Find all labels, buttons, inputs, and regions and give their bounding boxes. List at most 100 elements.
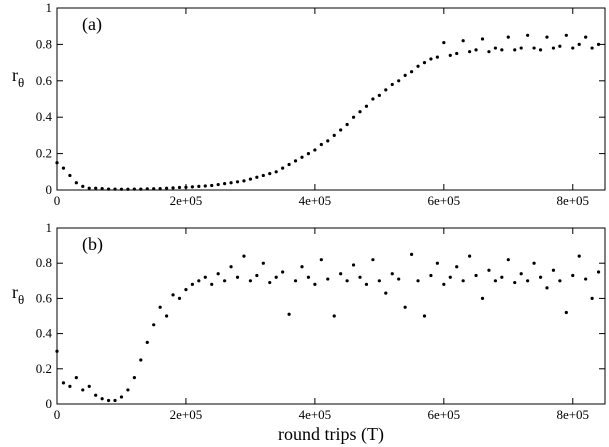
data-point (538, 48, 543, 52)
y-tick-label: 0 (46, 396, 53, 411)
data-point (319, 142, 323, 147)
data-point (429, 273, 433, 278)
data-point (532, 46, 536, 50)
data-point (184, 185, 188, 189)
x-tick-label: 6e+05 (428, 407, 461, 422)
data-point (468, 50, 472, 54)
y-tick-label: 0.4 (36, 109, 53, 124)
data-point (281, 270, 285, 274)
data-point (255, 175, 259, 179)
data-point (364, 282, 369, 286)
data-point (577, 42, 581, 47)
data-point (152, 187, 156, 191)
data-point (158, 186, 162, 191)
data-point (442, 40, 446, 45)
y-tick-label: 0.2 (36, 146, 52, 161)
data-point (61, 381, 66, 385)
data-point (403, 73, 407, 77)
data-point (474, 273, 478, 278)
data-point (332, 314, 336, 318)
x-tick-label: 8e+05 (556, 193, 589, 208)
data-point (339, 272, 343, 276)
data-point (326, 277, 330, 281)
data-point (416, 279, 420, 283)
data-point (596, 42, 601, 47)
data-point (468, 254, 472, 258)
y-tick-label: 0.6 (36, 290, 53, 305)
data-point (326, 139, 330, 143)
data-point (435, 55, 439, 59)
data-point (377, 93, 381, 97)
data-point (94, 393, 98, 397)
data-point (100, 397, 104, 401)
data-point (500, 275, 504, 279)
data-point (564, 310, 568, 315)
data-point (139, 187, 143, 191)
data-point (526, 279, 530, 283)
data-point (397, 277, 401, 281)
data-point (268, 172, 272, 176)
y-axis-label-main: r (12, 282, 18, 302)
data-point (461, 279, 465, 283)
data-point (281, 166, 285, 170)
data-point (416, 64, 420, 68)
y-axis-label: rθ (12, 65, 24, 90)
data-point (126, 388, 130, 392)
data-point (55, 349, 59, 353)
data-point (584, 35, 588, 39)
data-point (532, 261, 536, 265)
data-point (390, 82, 394, 87)
data-point (455, 51, 459, 56)
data-point (513, 48, 517, 52)
x-axis-label: round trips (T) (278, 424, 384, 445)
data-point (358, 110, 362, 114)
data-point (571, 273, 575, 278)
y-tick-label: 1 (46, 220, 53, 235)
data-point (506, 35, 510, 39)
data-point (422, 61, 427, 65)
data-point (500, 48, 504, 52)
y-tick-label: 1 (46, 0, 53, 15)
data-point (235, 275, 240, 279)
data-point (248, 279, 253, 283)
data-point (480, 37, 485, 41)
data-point (216, 272, 220, 276)
data-point (242, 254, 246, 258)
data-point (55, 161, 59, 165)
data-point (558, 44, 562, 48)
data-point (351, 263, 356, 267)
data-point (126, 187, 130, 191)
data-point (248, 177, 253, 181)
data-point (435, 261, 439, 265)
data-point (442, 282, 446, 286)
data-point (210, 183, 214, 188)
data-point (397, 79, 401, 83)
data-point (293, 159, 298, 163)
data-point (68, 384, 72, 388)
data-point (119, 187, 124, 191)
panel-label: (a) (82, 14, 102, 35)
x-tick-label: 4e+05 (299, 407, 332, 422)
y-axis-label-main: r (12, 65, 18, 85)
y-axis-label-sub: θ (18, 75, 24, 90)
data-point (145, 187, 149, 191)
y-tick-label: 0.4 (36, 326, 53, 341)
data-point (364, 104, 369, 108)
data-point (493, 279, 497, 283)
data-point (274, 275, 278, 279)
data-point (351, 115, 356, 119)
data-point (190, 282, 194, 286)
data-point (203, 275, 207, 279)
data-point (506, 258, 510, 262)
panel-label: (b) (82, 234, 103, 255)
x-tick-label: 2e+05 (170, 407, 203, 422)
data-point (165, 186, 169, 190)
data-point (177, 296, 182, 300)
data-point (526, 33, 530, 37)
data-point (519, 272, 523, 276)
data-point (339, 128, 343, 132)
y-axis-label: rθ (12, 282, 24, 307)
y-tick-label: 0.6 (36, 73, 53, 88)
data-point (261, 261, 265, 265)
